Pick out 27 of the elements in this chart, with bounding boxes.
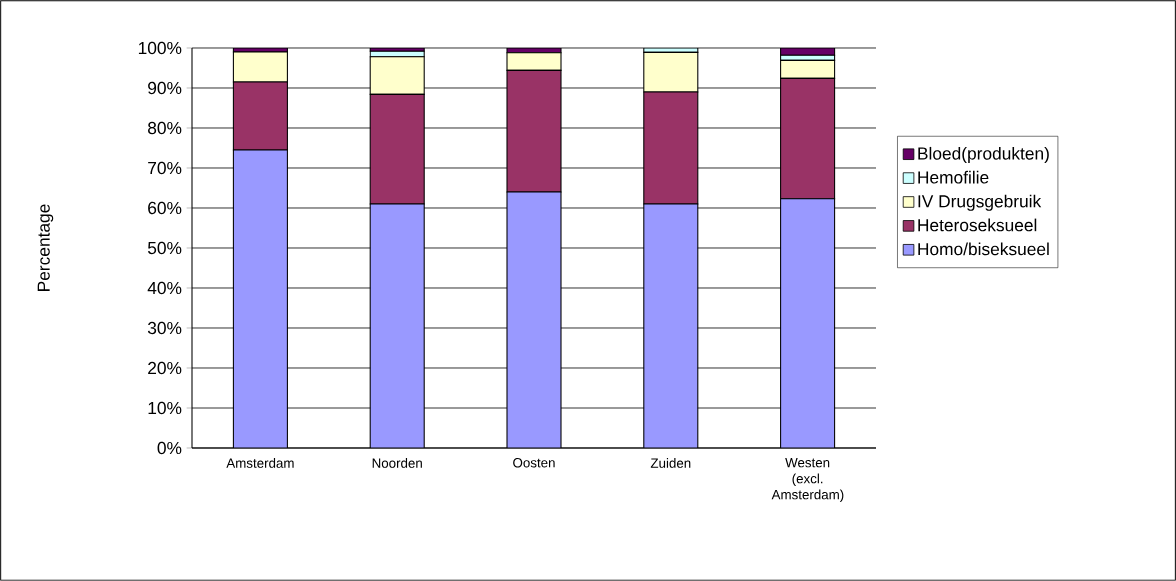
x-tick-label: Westen (excl. Amsterdam) <box>771 458 844 502</box>
x-tick-label: Amsterdam <box>226 458 294 468</box>
x-tick-label: Oosten <box>513 458 555 468</box>
y-tick-label: 70% <box>148 161 182 175</box>
y-tick-label: 80% <box>148 121 182 135</box>
bar <box>232 149 288 448</box>
y-tick-label: 100% <box>138 41 182 55</box>
y-tick-label: 10% <box>148 401 182 415</box>
x-tick-label: Zuiden <box>650 458 691 468</box>
y-tick-label: 60% <box>148 201 182 215</box>
legend-label: IV Drugsgebruik <box>918 194 1042 211</box>
legend-label: Homo/biseksueel <box>918 242 1049 256</box>
legend-label: Bloed(produkten) <box>918 146 1049 164</box>
legend-label: Heteroseksueel <box>918 218 1037 232</box>
bar <box>780 198 836 448</box>
y-tick-label: 30% <box>147 321 182 335</box>
legend-label: Hemofilie <box>918 170 989 184</box>
y-tick-label: 20% <box>148 361 182 375</box>
bar <box>643 203 699 448</box>
y-tick-label: 50% <box>147 241 182 255</box>
y-tick-label: 40% <box>147 281 182 295</box>
y-tick-label: 90% <box>148 81 182 95</box>
bar <box>506 191 562 448</box>
y-tick-label: 0% <box>157 441 182 455</box>
y-axis-title: Percentage <box>37 204 54 291</box>
bar <box>369 203 425 448</box>
x-tick-label: Noorden <box>372 458 422 468</box>
